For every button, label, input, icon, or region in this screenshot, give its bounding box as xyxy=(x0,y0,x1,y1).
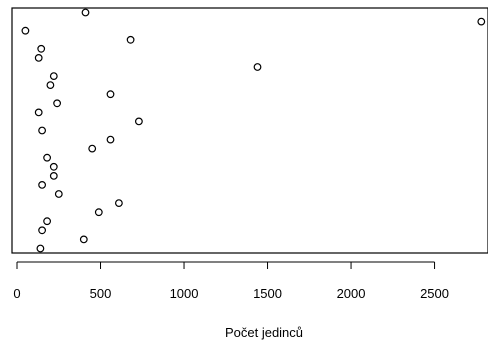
data-point-21 xyxy=(54,190,63,198)
x-tick-label-2000: 2000 xyxy=(337,286,366,301)
data-point-14 xyxy=(38,126,46,135)
plot-frame xyxy=(11,7,488,254)
x-tick-label-1000: 1000 xyxy=(170,286,199,301)
x-tick-label-500: 500 xyxy=(90,286,112,301)
data-point-7 xyxy=(253,63,262,71)
data-point-5 xyxy=(37,44,46,53)
data-point-1 xyxy=(477,17,486,26)
x-tick-label-0: 0 xyxy=(13,286,20,301)
data-point-25 xyxy=(38,226,46,235)
data-point-15 xyxy=(106,135,115,144)
x-tick-label-1500: 1500 xyxy=(253,286,282,301)
x-ticks: 0 500 1000 1500 2000 2500 xyxy=(13,262,449,301)
data-point-13 xyxy=(134,117,143,126)
x-axis: 0 500 1000 1500 2000 2500 xyxy=(13,261,449,301)
data-point-27 xyxy=(36,244,45,253)
data-point-18 xyxy=(49,162,58,171)
data-point-26 xyxy=(79,235,88,244)
data-point-8 xyxy=(49,72,58,80)
data-point-22 xyxy=(114,199,123,208)
data-point-20 xyxy=(38,180,46,189)
data-point-9 xyxy=(46,81,55,89)
data-points xyxy=(21,8,486,253)
data-point-2 xyxy=(81,8,90,17)
data-point-23 xyxy=(94,208,103,217)
x-axis-title: Počet jedinců xyxy=(225,325,303,340)
data-point-10 xyxy=(106,90,115,99)
data-point-24 xyxy=(43,217,51,226)
data-point-6 xyxy=(34,54,43,62)
data-point-19 xyxy=(49,171,58,180)
data-point-4 xyxy=(126,35,135,44)
data-point-17 xyxy=(43,153,51,162)
data-point-16 xyxy=(88,144,97,153)
data-point-12 xyxy=(34,108,43,117)
x-tick-label-2500: 2500 xyxy=(420,286,449,301)
data-point-11 xyxy=(53,99,61,108)
data-point-3 xyxy=(21,26,30,35)
